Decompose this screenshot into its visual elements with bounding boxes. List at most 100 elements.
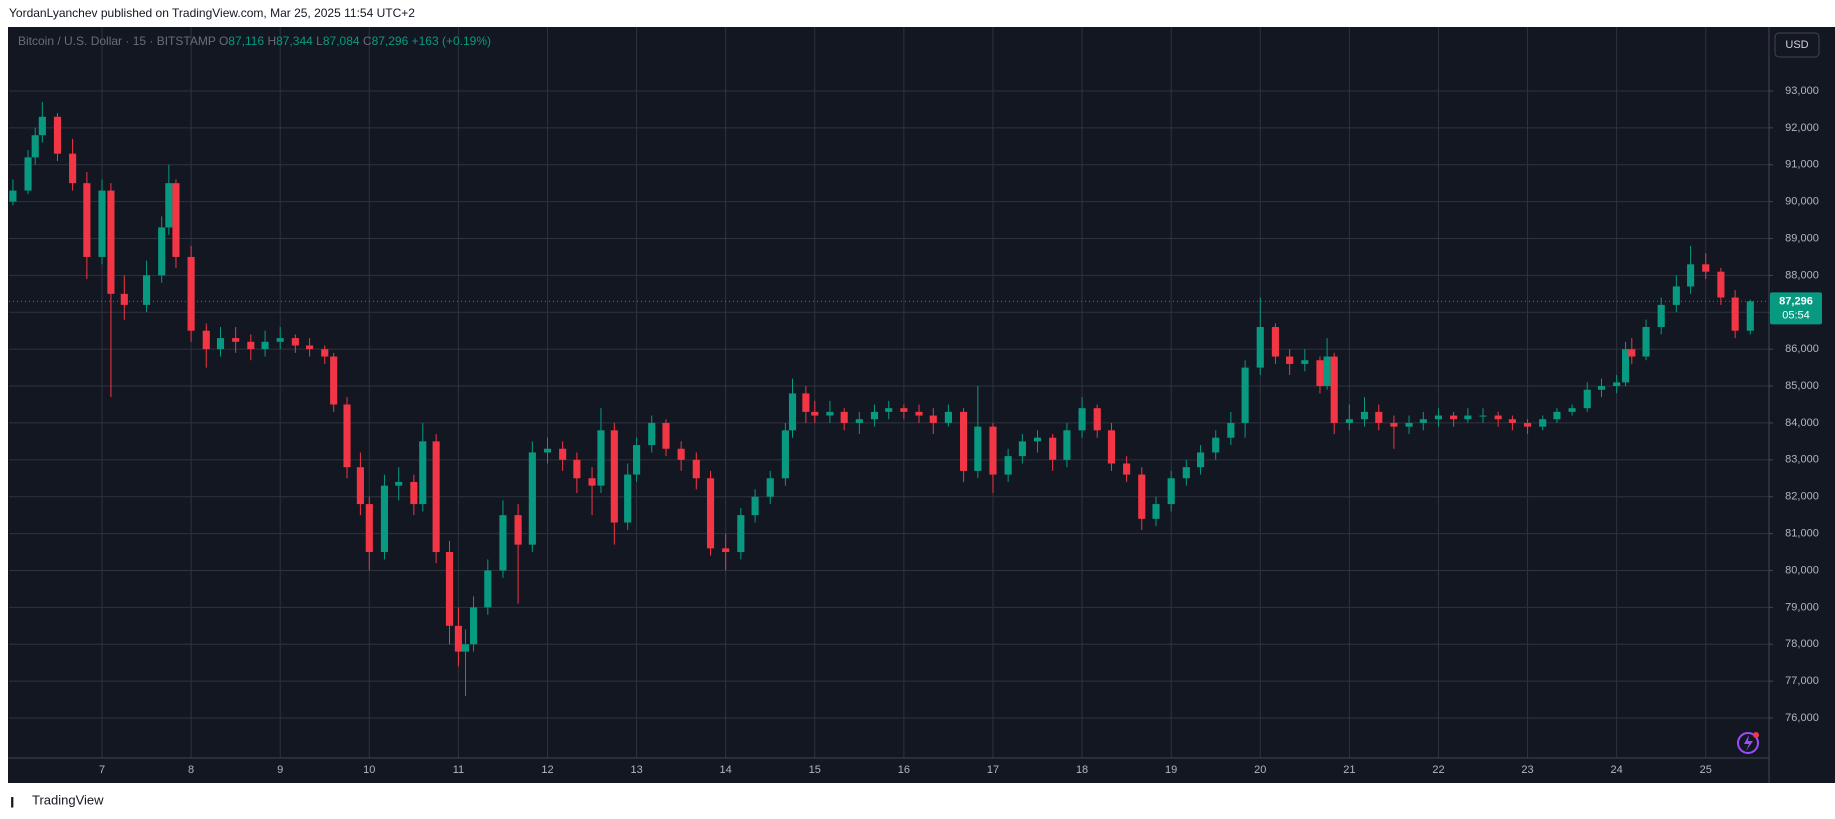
candle-body (261, 341, 269, 350)
candle-body (1323, 356, 1331, 387)
x-tick-label: 25 (1700, 764, 1712, 776)
legend-value: 87,084 (323, 34, 360, 48)
candle-body (419, 441, 427, 505)
legend-value: 87,116 (228, 34, 264, 48)
x-tick-label: 13 (630, 764, 642, 776)
candle-body (143, 275, 151, 305)
candle-body (1138, 474, 1146, 519)
candle-body (1450, 415, 1458, 420)
y-tick-label: 85,000 (1785, 380, 1819, 392)
legend: Bitcoin / U.S. Dollar · 15 · BITSTAMP O8… (18, 34, 491, 48)
candle-body (610, 430, 618, 523)
candle-body (1241, 367, 1249, 423)
legend-value: 87,296 (372, 34, 409, 48)
candle-body (1033, 437, 1042, 442)
candle-body (1330, 356, 1338, 423)
footer-brand: TradingView (32, 792, 104, 807)
candle-body (788, 393, 797, 431)
candle-body (624, 474, 632, 523)
x-tick-label: 23 (1521, 764, 1533, 776)
y-tick-label: 84,000 (1785, 417, 1819, 429)
candle-body (1479, 415, 1487, 417)
candle-body (1212, 437, 1220, 453)
candle-body (1107, 430, 1116, 464)
candle-body (38, 116, 46, 136)
candle-body (380, 485, 389, 553)
candle-body (855, 419, 863, 423)
candle-body (722, 548, 730, 553)
candle-body (826, 411, 834, 416)
candle-body (499, 515, 507, 571)
x-tick-label: 15 (809, 764, 821, 776)
candle-body (165, 183, 173, 228)
candle-body (395, 481, 403, 486)
y-tick-label: 76,000 (1785, 712, 1819, 724)
candle-body (989, 426, 997, 475)
candle-body (915, 411, 923, 416)
candle-body (1182, 467, 1190, 479)
candle-body (69, 153, 77, 184)
candle-body (1642, 327, 1650, 357)
legend-value: 87,344 (276, 34, 313, 48)
x-tick-label: 11 (453, 764, 464, 776)
candle-body (469, 607, 478, 645)
candle-body (343, 404, 351, 468)
candle-body (1375, 411, 1383, 423)
candle-body (1434, 415, 1443, 420)
y-tick-label: 83,000 (1785, 454, 1819, 466)
currency[interactable]: USD (1785, 39, 1808, 51)
candle-body (974, 426, 982, 471)
legend-key: O (219, 34, 228, 48)
candle-body (1227, 422, 1235, 438)
x-tick-label: 7 (99, 764, 105, 776)
candle-body (1621, 349, 1630, 383)
y-tick-label: 86,000 (1785, 343, 1819, 355)
candle-body (648, 422, 656, 446)
candle-body (1197, 452, 1205, 468)
candle-body (1123, 463, 1131, 475)
candle-body (781, 430, 789, 479)
candle-body (1553, 411, 1561, 420)
candle-body (202, 330, 210, 350)
candle-body (1316, 360, 1324, 387)
candle-body (1583, 389, 1591, 409)
candle-body (597, 430, 605, 486)
candle-body (1256, 327, 1264, 368)
x-tick-label: 12 (541, 764, 553, 776)
candle-body (1301, 360, 1309, 364)
candle-body (1731, 297, 1739, 331)
candle-body (276, 338, 284, 342)
candle-body (885, 408, 893, 412)
x-tick-label: 14 (720, 764, 732, 776)
candle-body (83, 183, 91, 257)
candle-body (432, 441, 440, 553)
candle-body (1152, 504, 1160, 519)
candle-body (291, 338, 299, 346)
currency-button[interactable] (1774, 32, 1820, 58)
y-tick-label: 82,000 (1785, 491, 1819, 503)
legend-change: +163 (+0.19%) (412, 34, 491, 48)
candle-body (1271, 327, 1279, 357)
y-tick-label: 77,000 (1785, 675, 1819, 687)
footer-logo: ꞁ (10, 792, 14, 807)
candle-body (365, 504, 373, 553)
candle-body (870, 411, 879, 420)
candle-body (1390, 422, 1398, 427)
candle-body (528, 452, 536, 545)
candle-body (1167, 478, 1175, 505)
candle-body (543, 448, 552, 453)
x-tick-label: 9 (277, 764, 283, 776)
legend-key: C (363, 34, 372, 48)
icon-dot (1753, 732, 1759, 738)
candle-body (454, 625, 462, 652)
icon[interactable] (1737, 732, 1759, 754)
last-price-label: 87,296 (1779, 295, 1813, 307)
candle-body (573, 459, 581, 479)
x-tick-label: 20 (1254, 764, 1266, 776)
candle-body (1360, 411, 1369, 420)
x-tick-label: 17 (987, 764, 999, 776)
candle-body (1004, 456, 1012, 475)
candle-body (31, 135, 39, 158)
x-tick-label: 18 (1076, 764, 1088, 776)
